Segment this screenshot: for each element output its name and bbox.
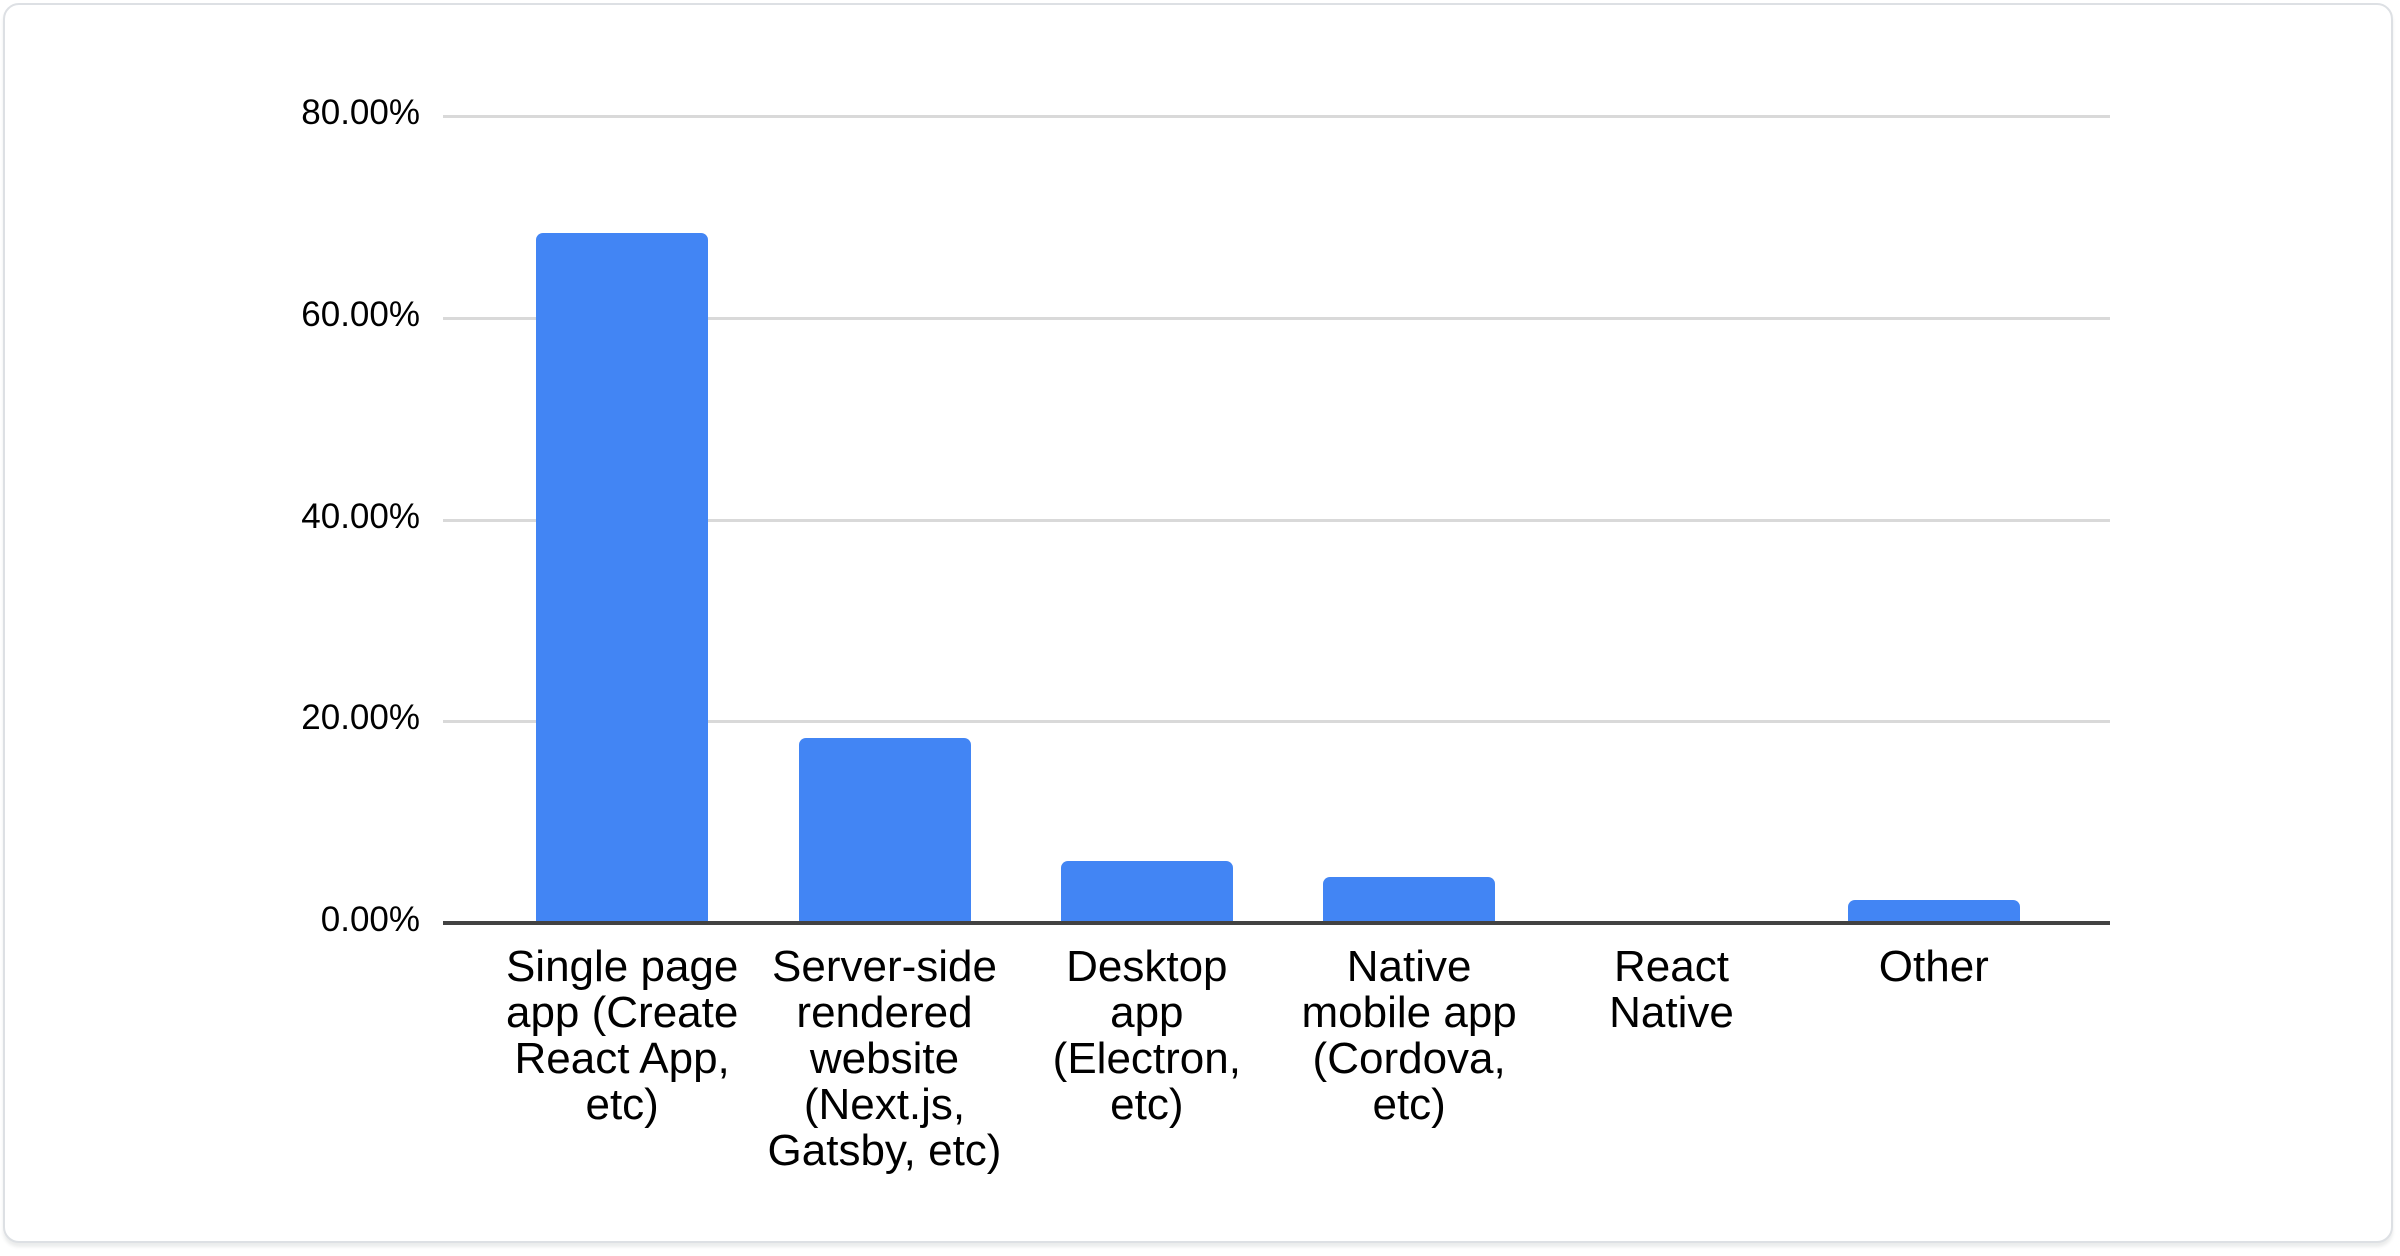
y-axis-tick-label-60: 60.00% (301, 295, 420, 334)
x-axis-label-desktop-app: Desktop app (Electron, etc) (1052, 942, 1241, 1129)
x-axis-label-native-mobile-app: Native mobile app (Cordova, etc) (1301, 942, 1517, 1129)
bar-other[interactable] (1848, 900, 2020, 923)
y-axis-tick-label-0: 0.00% (320, 900, 420, 939)
x-axis-label-other: Other (1878, 942, 1989, 991)
x-axis-baseline (443, 921, 2110, 925)
plot-area (443, 115, 2110, 925)
y-axis-tick-label-20: 20.00% (301, 698, 420, 737)
bar-single-page-app[interactable] (536, 233, 708, 923)
bar-desktop-app[interactable] (1061, 861, 1233, 923)
gridline-40 (443, 519, 2110, 522)
chart-card (3, 3, 2393, 1243)
y-axis-tick-label-40: 40.00% (301, 497, 420, 536)
x-axis-label-single-page-app: Single page app (Create React App, etc) (505, 942, 739, 1129)
x-axis-label-server-side-rendered-website: Server-side rendered website (Next.js, G… (767, 942, 1002, 1175)
bar-server-side-rendered-website[interactable] (799, 738, 971, 923)
gridline-80 (443, 115, 2110, 118)
x-axis-label-react-native: React Native (1609, 942, 1734, 1037)
gridline-20 (443, 720, 2110, 723)
x-axis-labels: Single page app (Create React App, etc) S… (491, 944, 2065, 1174)
bar-native-mobile-app[interactable] (1323, 877, 1495, 923)
gridline-60 (443, 317, 2110, 320)
y-axis-tick-label-80: 80.00% (301, 93, 420, 132)
y-axis: 80.00% 60.00% 40.00% 20.00% 0.00% (0, 0, 420, 1256)
